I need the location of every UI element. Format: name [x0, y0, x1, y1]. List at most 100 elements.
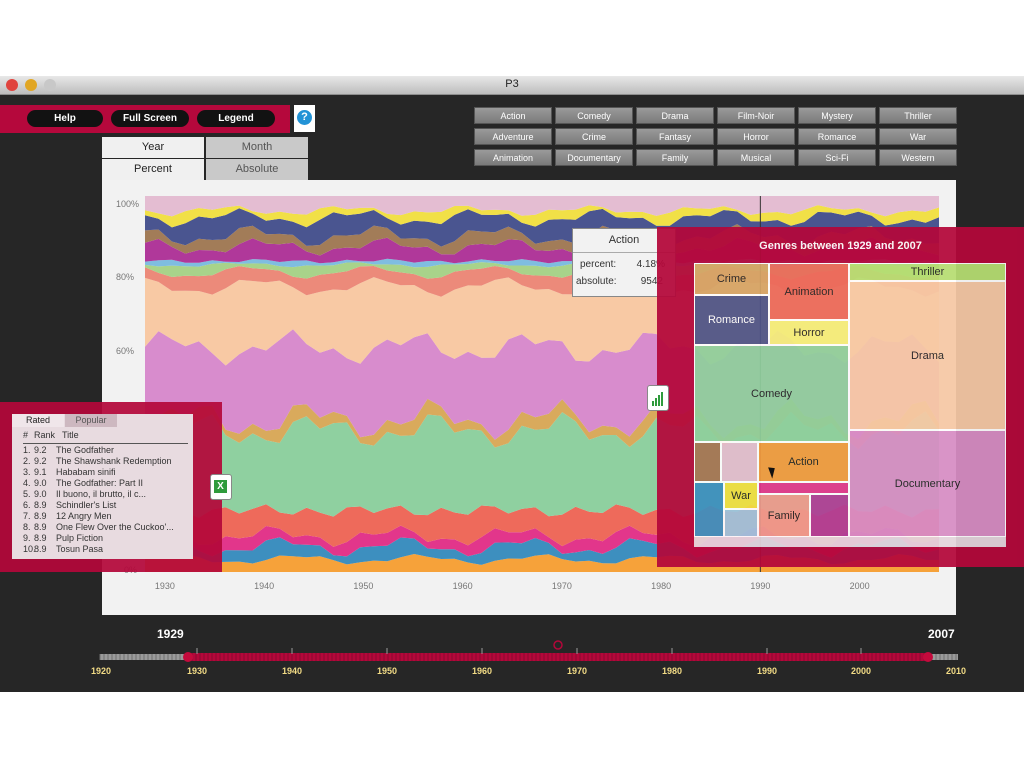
tooltip-absolute-label: absolute: — [576, 276, 617, 287]
x-tick-label: 1930 — [154, 581, 175, 591]
treemap-family[interactable]: Family — [758, 494, 810, 537]
treemap-panel: Genres between 1929 and 2007 Crime Roman… — [657, 227, 1024, 567]
x-tick-label: 1960 — [452, 581, 473, 591]
minimize-window-icon[interactable] — [25, 79, 37, 91]
genre-treemap: Crime Romance Animation Horror Thriller … — [694, 263, 1006, 547]
movie-rank: 8.9 — [34, 511, 47, 521]
bar-chart-icon — [652, 392, 663, 406]
treemap-crime[interactable]: Crime — [694, 263, 769, 295]
movie-title: The Shawshank Redemption — [56, 456, 172, 466]
window-title: P3 — [505, 78, 519, 90]
tooltip-percent-label: percent: — [580, 259, 617, 270]
movie-rank: 8.9 — [34, 500, 47, 510]
treemap-comedy[interactable]: Comedy — [694, 345, 849, 442]
timeline-year-label: 1980 — [662, 666, 683, 676]
y-tick-label: 100% — [116, 199, 140, 209]
timeline-year-label: 1930 — [187, 666, 208, 676]
genre-button-musical[interactable]: Musical — [717, 149, 795, 166]
genre-button-mystery[interactable]: Mystery — [798, 107, 876, 124]
movie-title: Il buono, il brutto, il c... — [56, 489, 147, 499]
x-tick-label: 1950 — [353, 581, 374, 591]
treemap-drama[interactable]: Drama — [849, 281, 1006, 430]
zoom-window-icon[interactable] — [44, 79, 56, 91]
fullscreen-button[interactable]: Full Screen — [111, 110, 189, 127]
treemap-small-purple[interactable] — [810, 494, 849, 537]
header-rank: Rank — [34, 430, 56, 440]
genre-button-war[interactable]: War — [879, 128, 957, 145]
title-bar: P3 — [0, 76, 1024, 95]
tab-percent[interactable]: Percent — [102, 159, 204, 180]
x-tick-label: 1940 — [254, 581, 275, 591]
chart-view-button[interactable] — [647, 385, 669, 411]
genre-area-band[interactable] — [145, 554, 939, 572]
x-tick-label: 1990 — [750, 581, 771, 591]
treemap-small-brown[interactable] — [694, 442, 721, 482]
year-range-slider[interactable] — [0, 638, 1024, 668]
genre-button-comedy[interactable]: Comedy — [555, 107, 633, 124]
genre-button-horror[interactable]: Horror — [717, 128, 795, 145]
treemap-small-pink[interactable] — [721, 442, 758, 482]
tab-rated[interactable]: Rated — [12, 414, 64, 427]
treemap-war[interactable]: War — [724, 482, 758, 509]
movie-num: 1. — [23, 445, 31, 455]
treemap-horror[interactable]: Horror — [769, 320, 849, 345]
genre-area-band[interactable] — [145, 525, 939, 558]
movie-rank: 9.0 — [34, 478, 47, 488]
movie-num: 9. — [23, 533, 31, 543]
tooltip-absolute-value: 9542 — [640, 276, 663, 287]
tab-popular[interactable]: Popular — [65, 414, 117, 427]
movie-rank: 8.9 — [34, 533, 47, 543]
timeline-year-label: 2000 — [851, 666, 872, 676]
question-icon: ? — [297, 110, 312, 125]
movie-rank: 8.9 — [34, 544, 47, 554]
movie-title: Tosun Pasa — [56, 544, 104, 554]
legend-button[interactable]: Legend — [197, 110, 275, 127]
start-year-label: 1929 — [157, 627, 184, 641]
treemap-action[interactable]: Action — [758, 442, 849, 482]
genre-button-adventure[interactable]: Adventure — [474, 128, 552, 145]
tab-absolute[interactable]: Absolute — [206, 159, 308, 180]
timeline-year-label: 1960 — [472, 666, 493, 676]
tooltip-title: Action — [608, 234, 640, 246]
genre-button-crime[interactable]: Crime — [555, 128, 633, 145]
y-tick-label: 60% — [116, 346, 135, 356]
genre-button-drama[interactable]: Drama — [636, 107, 714, 124]
treemap-small-blue[interactable] — [694, 482, 724, 537]
genre-area-band[interactable] — [145, 196, 939, 217]
treemap-documentary[interactable]: Documentary — [849, 430, 1006, 537]
genre-button-documentary[interactable]: Documentary — [555, 149, 633, 166]
genre-button-western[interactable]: Western — [879, 149, 957, 166]
genre-button-fantasy[interactable]: Fantasy — [636, 128, 714, 145]
timeline-year-label: 1920 — [91, 666, 112, 676]
genre-button-family[interactable]: Family — [636, 149, 714, 166]
treemap-animation[interactable]: Animation — [769, 263, 849, 320]
timeline-year-label: 1940 — [282, 666, 303, 676]
genre-button-thriller[interactable]: Thriller — [879, 107, 957, 124]
movie-num: 3. — [23, 467, 31, 477]
movie-num: 6. — [23, 500, 31, 510]
timeline-year-label: 1950 — [377, 666, 398, 676]
treemap-thriller[interactable]: Thriller — [849, 263, 1006, 281]
movie-title: 12 Angry Men — [56, 511, 112, 521]
movie-rank: 9.2 — [34, 456, 47, 466]
genre-button-sci-fi[interactable]: Sci-Fi — [798, 149, 876, 166]
timeline-year-label: 1970 — [567, 666, 588, 676]
tab-year[interactable]: Year — [102, 137, 204, 158]
export-excel-button[interactable]: X — [210, 474, 232, 500]
help-button[interactable]: Help — [27, 110, 103, 127]
treemap-small-lightblue[interactable] — [724, 509, 758, 537]
treemap-romance[interactable]: Romance — [694, 295, 769, 345]
tooltip-percent-value: 4.18% — [636, 259, 665, 270]
help-icon-button[interactable]: ? — [294, 105, 315, 132]
genre-area-band[interactable] — [145, 205, 939, 228]
genre-button-romance[interactable]: Romance — [798, 128, 876, 145]
close-window-icon[interactable] — [6, 79, 18, 91]
treemap-small-magenta[interactable] — [758, 482, 849, 494]
genre-button-animation[interactable]: Animation — [474, 149, 552, 166]
genre-button-film-noir[interactable]: Film-Noir — [717, 107, 795, 124]
genre-area-band[interactable] — [145, 208, 939, 248]
genre-button-action[interactable]: Action — [474, 107, 552, 124]
tab-month[interactable]: Month — [206, 137, 308, 158]
timeline-year-label: 1990 — [757, 666, 778, 676]
timeline-selected-range — [188, 653, 928, 661]
